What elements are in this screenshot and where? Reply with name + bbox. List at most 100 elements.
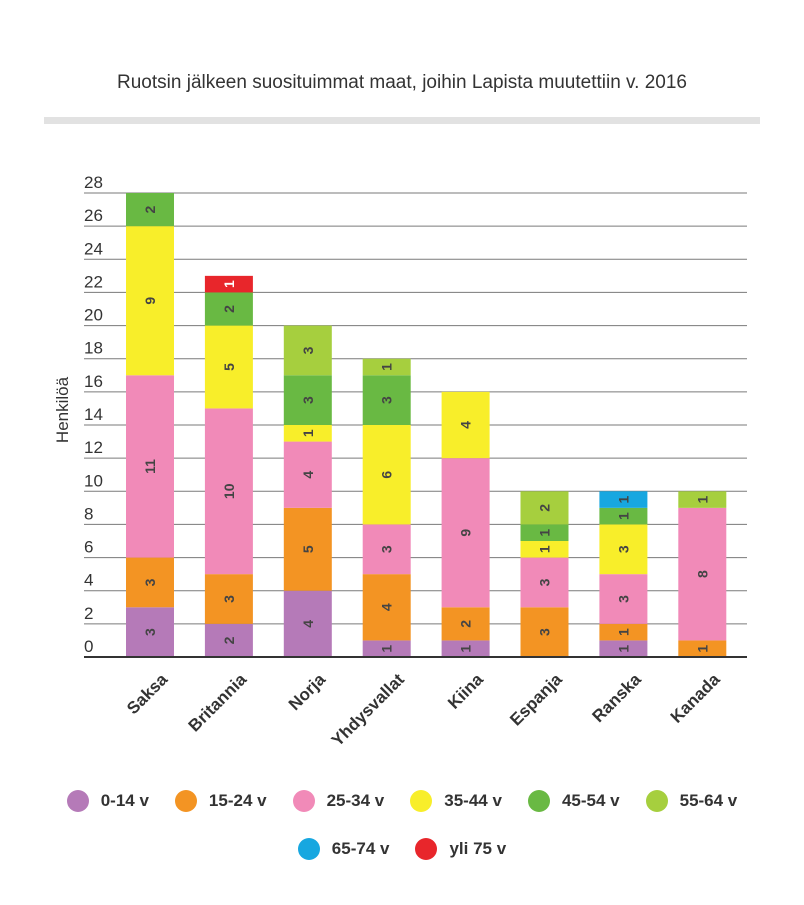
data-label: 4 bbox=[458, 421, 474, 429]
bar-segment bbox=[204, 623, 253, 657]
bar-segment bbox=[362, 375, 411, 425]
data-label: 1 bbox=[615, 628, 631, 636]
data-label: 4 bbox=[300, 620, 316, 628]
data-label: 4 bbox=[300, 471, 316, 479]
bar-segment bbox=[599, 574, 648, 624]
bar-segment bbox=[599, 623, 648, 641]
x-tick-label: Ranska bbox=[589, 669, 646, 726]
legend-label: 35-44 v bbox=[444, 791, 502, 810]
bars bbox=[126, 193, 727, 657]
legend-item: 15-24 v bbox=[174, 790, 267, 812]
data-label: 3 bbox=[300, 346, 316, 354]
legend-row-1: 0-14 v 15-24 v 25-34 v 35-44 v 45-54 v 55-64 … bbox=[0, 790, 804, 812]
bar-segment bbox=[362, 425, 411, 525]
legend-swatch bbox=[645, 790, 668, 812]
data-label: 3 bbox=[615, 595, 631, 603]
x-tick-label: Kiina bbox=[444, 669, 487, 712]
y-tick-label: 8 bbox=[84, 504, 93, 523]
data-label: 3 bbox=[537, 628, 553, 636]
bar-segment bbox=[126, 607, 174, 657]
bar-segment bbox=[520, 557, 569, 608]
bar-segment bbox=[441, 607, 490, 641]
legend-item: 0-14 v bbox=[66, 790, 149, 812]
data-label: 9 bbox=[458, 529, 474, 537]
data-label: 1 bbox=[694, 645, 710, 653]
bar-segment bbox=[520, 524, 569, 541]
data-label: 4 bbox=[379, 603, 395, 611]
data-label: 2 bbox=[458, 620, 474, 628]
data-label: 2 bbox=[221, 636, 237, 644]
data-label: 5 bbox=[221, 363, 237, 371]
legend-label: yli 75 v bbox=[449, 839, 507, 858]
legend-label: 15-24 v bbox=[208, 791, 267, 810]
legend-item: 45-54 v bbox=[527, 790, 620, 812]
y-tick-label: 14 bbox=[84, 405, 103, 424]
x-tick-label: Norja bbox=[285, 670, 330, 715]
bar-segment bbox=[126, 226, 174, 376]
data-label: 9 bbox=[142, 297, 158, 305]
data-label: 3 bbox=[221, 595, 237, 603]
data-label: 2 bbox=[142, 205, 158, 213]
data-label: 6 bbox=[379, 471, 395, 479]
y-tick-label: 26 bbox=[84, 206, 103, 225]
legend-row-2: 65-74 v yli 75 v bbox=[0, 838, 804, 860]
x-tick-label: Saksa bbox=[123, 670, 172, 719]
data-label: 2 bbox=[537, 504, 553, 512]
bar-segment bbox=[441, 458, 490, 608]
bar-segment bbox=[362, 640, 411, 657]
data-label: 11 bbox=[142, 459, 158, 474]
x-tick-label: Britannia bbox=[185, 669, 251, 735]
data-label: 1 bbox=[615, 495, 631, 503]
y-tick-label: 12 bbox=[84, 438, 103, 457]
data-label: 1 bbox=[379, 645, 395, 653]
data-label: 1 bbox=[537, 529, 553, 537]
data-label: 3 bbox=[142, 628, 158, 636]
x-tick-label: Yhdysvallat bbox=[328, 670, 408, 750]
data-label: 1 bbox=[300, 429, 316, 437]
legend-label: 65-74 v bbox=[331, 839, 390, 858]
bar-segment bbox=[441, 640, 490, 657]
data-label: 3 bbox=[537, 578, 553, 586]
data-label: 1 bbox=[221, 280, 237, 288]
y-tick-label: 18 bbox=[84, 339, 103, 358]
data-label: 1 bbox=[458, 645, 474, 653]
x-tick-label: Kanada bbox=[667, 670, 724, 727]
bar-segment bbox=[678, 507, 727, 641]
bar-segment bbox=[126, 375, 174, 558]
bar-segment bbox=[599, 524, 648, 575]
bar-segment bbox=[283, 590, 332, 657]
bar-segment bbox=[678, 640, 727, 657]
bar-segment bbox=[283, 507, 332, 591]
data-label: 1 bbox=[537, 545, 553, 553]
legend-swatch bbox=[292, 790, 315, 812]
data-label: 8 bbox=[694, 570, 710, 578]
data-label: 1 bbox=[694, 495, 710, 503]
data-label: 3 bbox=[300, 396, 316, 404]
data-label: 1 bbox=[615, 512, 631, 520]
data-label: 3 bbox=[142, 578, 158, 586]
title-divider bbox=[44, 117, 760, 124]
data-label: 10 bbox=[221, 483, 237, 499]
legend-label: 45-54 v bbox=[561, 791, 620, 810]
bar-segment bbox=[520, 491, 569, 525]
bar-segment bbox=[204, 408, 253, 575]
data-label: 1 bbox=[615, 645, 631, 653]
bar-segment bbox=[126, 557, 174, 608]
data-label: 3 bbox=[615, 545, 631, 553]
bar-segment bbox=[520, 607, 569, 657]
y-tick-label: 16 bbox=[84, 372, 103, 391]
grid-lines bbox=[84, 192, 747, 625]
y-tick-label: 28 bbox=[84, 173, 103, 192]
bar-segment bbox=[599, 640, 648, 657]
y-tick-label: 24 bbox=[84, 239, 103, 258]
bar-segment bbox=[204, 325, 253, 409]
bar-segment bbox=[520, 541, 569, 558]
legend-item: yli 75 v bbox=[415, 838, 506, 860]
bar-segment bbox=[441, 391, 490, 459]
legend-item: 55-64 v bbox=[645, 790, 737, 812]
y-tick-label: 2 bbox=[84, 604, 93, 623]
legend-item: 25-34 v bbox=[292, 790, 385, 812]
legend-label: 25-34 v bbox=[326, 791, 385, 810]
